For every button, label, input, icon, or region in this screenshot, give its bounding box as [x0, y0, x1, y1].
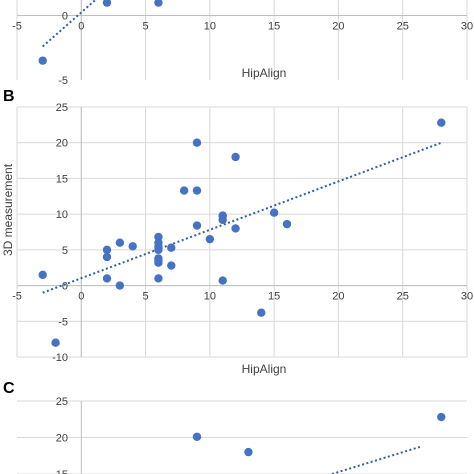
- data-point: [269, 208, 279, 217]
- x-tick-label: 30: [461, 291, 473, 303]
- data-point: [437, 412, 446, 422]
- data-point: [257, 308, 266, 317]
- data-point: [115, 281, 125, 290]
- y-tick-label: -5: [58, 316, 68, 328]
- trendline: [42, 141, 442, 294]
- data-point: [38, 56, 47, 65]
- data-point: [154, 0, 163, 7]
- data-point: [218, 276, 227, 285]
- x-tick-label: -5: [12, 21, 22, 33]
- y-tick-label: 10: [56, 209, 68, 221]
- y-tick-label: 0: [62, 281, 68, 293]
- y-axis-title: 3D measurement: [1, 163, 15, 256]
- y-tick-label: 15: [56, 173, 68, 185]
- y-tick-label: 25: [56, 396, 68, 408]
- data-point: [244, 447, 253, 457]
- data-point: [179, 186, 189, 195]
- data-point: [437, 118, 446, 127]
- data-point: [115, 238, 125, 247]
- trendline: [331, 445, 423, 474]
- data-point: [205, 234, 215, 244]
- x-tick-label: 0: [78, 291, 84, 303]
- data-point: [102, 252, 112, 262]
- x-tick-label: 20: [332, 21, 344, 33]
- data-point: [102, 0, 112, 7]
- y-tick-label: 5: [62, 245, 68, 257]
- data-point: [38, 270, 47, 280]
- x-tick-label: 10: [204, 291, 216, 303]
- data-point: [218, 212, 227, 221]
- trendline: [42, 0, 97, 48]
- x-tick-label: 15: [268, 291, 280, 303]
- panel-label: B: [3, 88, 15, 105]
- data-point: [128, 242, 137, 251]
- x-tick-label: -5: [12, 291, 22, 303]
- data-point: [154, 274, 163, 283]
- y-tick-label: -10: [52, 352, 68, 364]
- data-point: [102, 274, 112, 283]
- x-tick-label: 15: [268, 21, 280, 33]
- x-axis-title: HipAlign: [242, 66, 287, 80]
- data-point: [51, 338, 60, 347]
- y-tick-label: 0: [62, 11, 68, 23]
- x-tick-label: 25: [397, 291, 409, 303]
- x-tick-label: 30: [461, 21, 473, 33]
- x-tick-label: 5: [143, 291, 149, 303]
- data-point: [154, 245, 163, 255]
- data-point: [167, 261, 176, 270]
- y-tick-label: 20: [56, 433, 68, 445]
- y-tick-label: 25: [56, 102, 68, 114]
- data-point: [192, 138, 202, 147]
- data-point: [231, 152, 240, 162]
- panel-c-chart: 25 20 15 C: [3, 380, 467, 474]
- data-point: [192, 186, 202, 195]
- data-point: [154, 256, 163, 265]
- x-tick-label: 0: [78, 21, 84, 33]
- data-point: [231, 224, 240, 233]
- panel-b-chart: -5 0 5 10 15 20 25 30 -10 -5 0 5 10 15 20 25 HipAlign 3D …: [1, 88, 473, 376]
- y-tick-label: 15: [56, 469, 68, 474]
- data-point: [167, 243, 176, 252]
- x-tick-label: 25: [397, 21, 409, 33]
- x-tick-label: 20: [332, 291, 344, 303]
- panel-label: C: [3, 380, 15, 397]
- y-tick-label: 20: [56, 138, 68, 150]
- x-axis-title: HipAlign: [242, 362, 287, 376]
- y-tick-label: -5: [58, 75, 68, 87]
- data-point: [192, 432, 202, 441]
- data-point: [102, 245, 112, 255]
- x-tick-label: 5: [143, 21, 149, 33]
- data-point: [192, 221, 202, 230]
- x-tick-label: 10: [204, 21, 216, 33]
- panel-a-chart: -5 0 5 10 15 20 25 30 -5 0 HipAlign: [12, 0, 473, 87]
- data-point: [282, 219, 292, 229]
